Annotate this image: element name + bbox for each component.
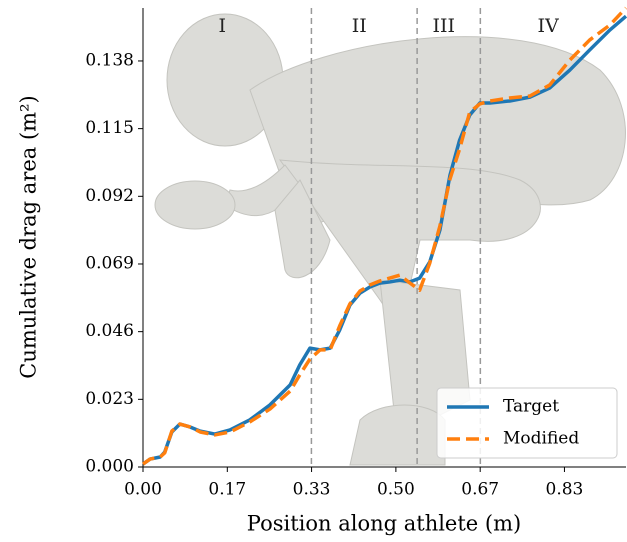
x-axis-label: Position along athlete (m) [247, 512, 521, 536]
athlete-hands [155, 181, 235, 229]
legend-label: Target [503, 397, 559, 417]
y-tick-label: 0.115 [85, 118, 134, 138]
section-label: I [218, 15, 226, 37]
x-tick-label: 0.33 [293, 480, 331, 500]
y-tick-label: 0.023 [85, 389, 134, 409]
section-label: III [432, 15, 455, 37]
section-label: II [352, 15, 367, 37]
chart: Position along athlete (m) Cumulative dr… [0, 0, 627, 542]
x-tick-label: 0.17 [208, 480, 246, 500]
athlete-foot [350, 405, 445, 465]
y-axis-label: Cumulative drag area (m²) [17, 95, 41, 378]
y-tick-label: 0.069 [85, 253, 134, 273]
section-label: IV [538, 15, 560, 37]
x-tick-label: 0.67 [461, 480, 499, 500]
x-tick-label: 0.00 [124, 480, 162, 500]
y-tick-label: 0.000 [85, 457, 134, 477]
y-tick-label: 0.138 [85, 50, 134, 70]
legend-label: Modified [503, 429, 579, 449]
y-tick-label: 0.046 [85, 321, 134, 341]
x-tick-label: 0.50 [377, 480, 415, 500]
x-tick-label: 0.83 [546, 480, 584, 500]
y-tick-label: 0.092 [85, 186, 134, 206]
